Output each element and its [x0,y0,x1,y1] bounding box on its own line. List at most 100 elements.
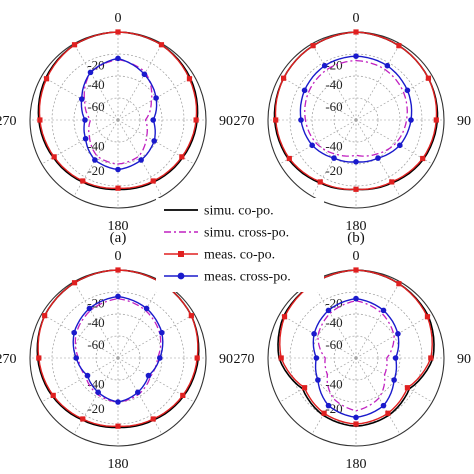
data-point-square [420,155,426,162]
grid-spoke [41,313,119,359]
data-point-square [353,186,359,192]
angle-label-0: 0 [353,11,360,26]
data-point-circle [331,155,337,161]
angle-label-90: 90 [457,352,471,367]
grid-spoke [355,43,401,121]
data-point-square [317,179,323,185]
data-point-circle [311,331,317,337]
legend-label: meas. co-po. [204,248,275,263]
data-point-square [278,355,284,361]
data-point-square [180,392,186,398]
radial-tick-label: -40 [87,138,104,153]
data-point-circle [150,117,156,123]
radial-tick-label: -20 [87,401,104,416]
data-point-square [389,179,395,185]
grid-spoke [355,75,433,121]
series-line-2 [83,58,153,165]
radial-tick-label: -20 [325,57,342,72]
data-point-circle [353,53,359,59]
legend-label: simu. co-po. [204,204,274,219]
data-point-square [428,355,434,361]
data-point-circle [141,71,148,78]
grid-spoke [279,119,357,165]
data-point-circle [375,155,381,161]
data-point-square [50,392,56,398]
data-point-circle [145,372,152,379]
legend-marker-circle [177,272,185,280]
data-point-square [42,313,48,319]
radial-tick-label: -60 [325,99,342,114]
data-point-square [43,76,50,82]
data-point-square [353,29,359,35]
grid-spoke [117,313,195,359]
data-point-circle [115,399,121,405]
data-point-circle [157,355,163,361]
data-point-square [71,42,78,48]
data-point-square [80,178,86,184]
data-point-circle [309,142,315,149]
data-point-circle [95,389,101,396]
angle-label-270: 270 [0,352,17,367]
data-point-square [80,416,86,422]
polar-panel-2: -20 -40 -60 -40 -20 0 90 180 270 (b) [234,11,472,246]
data-point-square [179,154,185,160]
data-point-square [150,416,156,422]
data-point-circle [115,55,121,62]
data-point-circle [313,355,320,361]
legend-marker-square [178,251,184,257]
data-point-circle [391,377,397,383]
grid-spoke [117,43,163,121]
angle-label-0: 0 [353,249,360,264]
data-point-square [425,75,431,81]
data-point-square [36,355,42,361]
radial-tick-label: -40 [87,77,104,92]
data-point-circle [115,293,121,300]
panel-label: (b) [347,230,365,246]
grid-spoke [355,281,401,359]
data-point-circle [321,62,328,69]
angle-label-180: 180 [346,219,367,234]
grid-spoke [117,357,163,435]
data-point-square [186,76,193,82]
data-point-square [396,281,402,287]
data-point-circle [92,157,98,163]
angle-label-0: 0 [115,249,122,264]
data-point-circle [87,69,94,76]
data-point-square [310,43,316,49]
data-point-circle [151,138,157,144]
angle-label-90: 90 [219,114,233,129]
grid-spoke [117,281,163,359]
legend: simu. co-po. simu. cross-po. meas. co-po. m… [156,198,324,292]
angle-label-180: 180 [346,457,367,472]
radial-tick-label: -40 [325,77,342,92]
radial-tick-label: -60 [87,337,104,352]
data-point-square [71,280,78,286]
radial-tick-label: -20 [87,57,104,72]
data-point-circle [353,414,359,421]
series-line-2 [317,300,395,412]
grid-spoke [73,357,119,435]
data-point-circle [380,402,387,409]
data-point-square [321,410,327,416]
radial-tick-label: -60 [325,337,342,352]
data-point-circle [298,117,304,123]
polar-panel-1: -20 -40 -60 -40 -20 0 90 180 270 (a) [0,11,233,246]
radial-tick-label: -60 [87,99,104,114]
grid-spoke [355,357,401,435]
data-point-square [404,385,411,391]
data-point-circle [82,135,89,142]
grid-spoke [73,43,119,121]
data-point-square [353,267,359,273]
data-point-circle [408,117,414,123]
data-point-circle [325,402,332,409]
data-point-circle [404,87,411,94]
data-point-circle [353,159,359,165]
data-point-square [286,155,292,162]
radial-tick-label: -40 [325,376,342,391]
data-point-circle [79,96,85,102]
radial-tick-label: -20 [87,163,104,178]
data-point-square [433,117,439,123]
radial-tick-label: -40 [325,138,342,153]
data-point-circle [115,166,121,173]
